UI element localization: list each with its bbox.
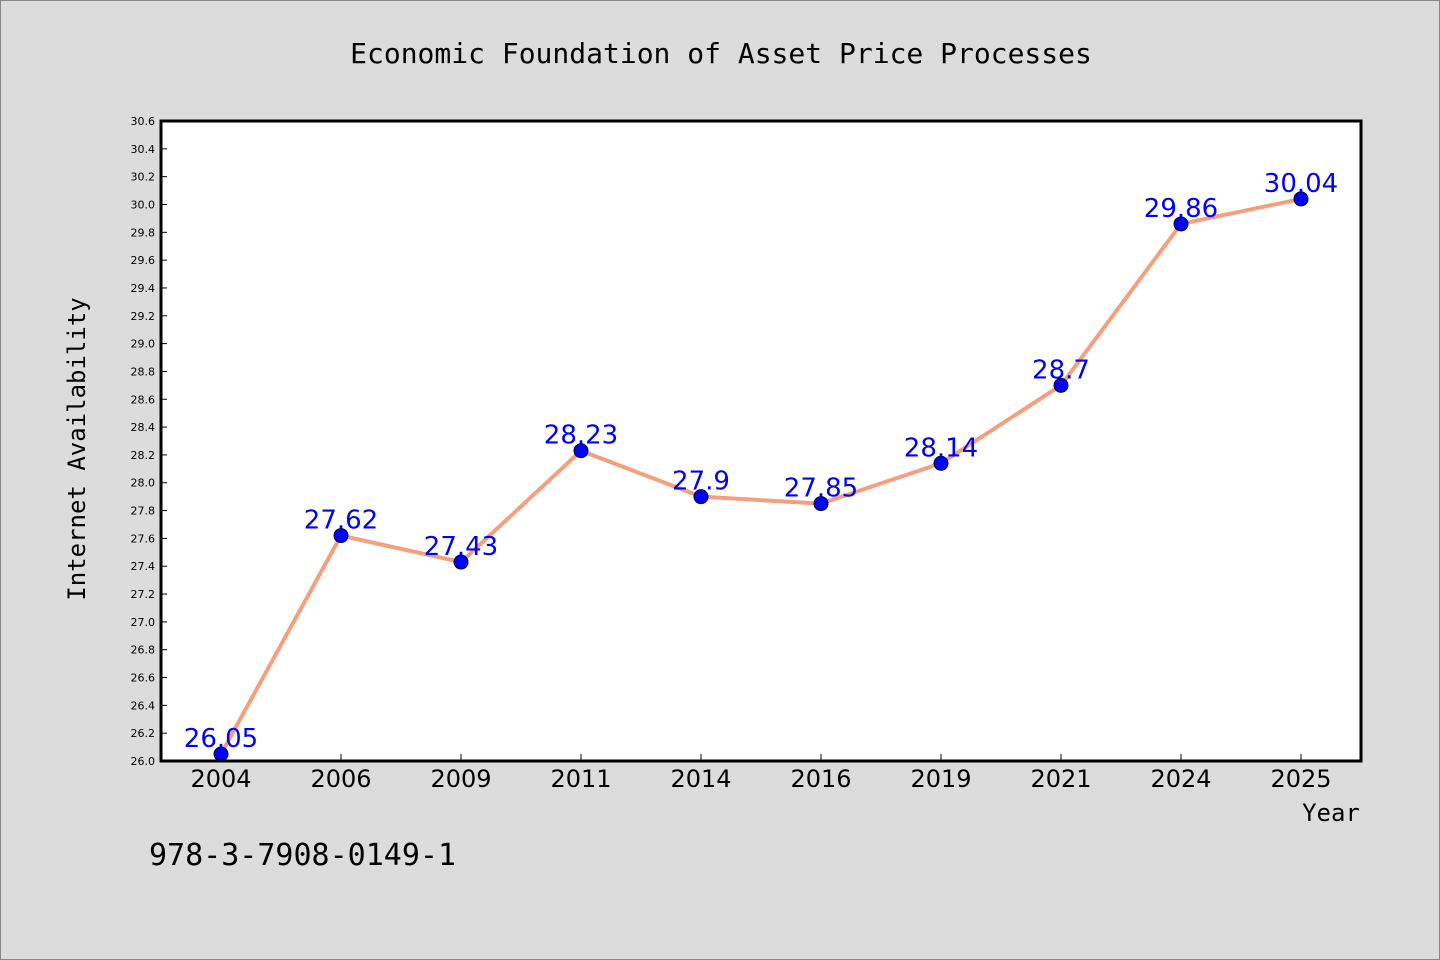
data-point-label: 27.43 xyxy=(424,532,498,562)
y-tick-label: 28.2 xyxy=(131,449,156,462)
data-point-label: 29.86 xyxy=(1144,194,1218,224)
data-point-marker xyxy=(933,455,949,471)
data-point-label: 26.05 xyxy=(184,724,258,754)
x-tick-label: 2024 xyxy=(1150,765,1211,793)
data-point-marker xyxy=(1293,191,1309,207)
data-point-label: 28.14 xyxy=(904,433,978,463)
data-point-marker xyxy=(1173,216,1189,232)
y-tick-label: 26.2 xyxy=(131,727,156,740)
x-axis-title: Year xyxy=(1302,799,1360,827)
x-tick-label: 2006 xyxy=(310,765,371,793)
y-tick-label: 30.6 xyxy=(131,115,156,128)
y-tick-label: 27.2 xyxy=(131,588,156,601)
y-tick-label: 29.0 xyxy=(131,338,156,351)
y-tick-label: 28.4 xyxy=(131,421,156,434)
y-tick-label: 26.4 xyxy=(131,699,156,712)
x-tick-label: 2014 xyxy=(670,765,731,793)
y-axis-ticks: 26.0 26.2 26.4 26.6 26.8 27.0 27.2 27.4 27.6 27.8… xyxy=(131,115,167,768)
y-tick-label: 26.8 xyxy=(131,644,156,657)
data-point-marker xyxy=(573,443,589,459)
y-tick-label: 30.0 xyxy=(131,198,156,211)
y-tick-label: 27.0 xyxy=(131,616,156,629)
data-point-label: 28.7 xyxy=(1032,355,1090,385)
x-tick-label: 2016 xyxy=(790,765,851,793)
x-tick-label: 2025 xyxy=(1270,765,1331,793)
y-tick-label: 26.0 xyxy=(131,755,156,768)
data-point-label: 27.62 xyxy=(304,506,378,536)
plot-frame xyxy=(159,119,1363,763)
y-tick-label: 29.4 xyxy=(131,282,156,295)
x-tick-label: 2019 xyxy=(910,765,971,793)
data-point-label: 30.04 xyxy=(1264,169,1338,199)
y-tick-label: 28.6 xyxy=(131,393,156,406)
plot-area xyxy=(161,121,1361,761)
data-point-marker xyxy=(333,528,349,544)
data-point-label: 27.9 xyxy=(672,467,730,497)
y-tick-label: 30.2 xyxy=(131,171,156,184)
x-tick-label: 2011 xyxy=(550,765,611,793)
x-tick-label: 2021 xyxy=(1030,765,1091,793)
y-tick-label: 28.8 xyxy=(131,365,156,378)
chart-title: Economic Foundation of Asset Price Proce… xyxy=(350,37,1092,70)
data-point-label: 28.23 xyxy=(544,421,618,451)
data-markers xyxy=(213,191,1309,762)
isbn-annotation: 978-3-7908-0149-1 xyxy=(149,838,456,873)
data-point-marker xyxy=(453,554,469,570)
y-tick-label: 29.2 xyxy=(131,310,156,323)
y-axis-title: Internet Availability xyxy=(63,297,91,600)
data-labels: 26.05 27.62 27.43 28.23 27.9 27.85 28.14 28.7 29… xyxy=(184,169,1338,754)
data-point-marker xyxy=(1053,377,1069,393)
y-tick-label: 26.6 xyxy=(131,672,156,685)
series-line xyxy=(219,196,1303,757)
x-tick-label: 2009 xyxy=(430,765,491,793)
data-point-marker xyxy=(813,496,829,512)
data-point-marker xyxy=(693,489,709,505)
x-axis-ticks: 2004 2006 2009 2011 2014 2016 2019 2021 2024 2025 xyxy=(190,754,1332,793)
y-tick-label: 29.8 xyxy=(131,226,156,239)
y-tick-label: 29.6 xyxy=(131,254,156,267)
y-tick-label: 28.0 xyxy=(131,477,156,490)
x-tick-label: 2004 xyxy=(190,765,251,793)
data-point-label: 27.85 xyxy=(784,474,858,504)
y-tick-label: 27.8 xyxy=(131,505,156,518)
y-tick-label: 27.4 xyxy=(131,560,156,573)
y-tick-label: 27.6 xyxy=(131,532,156,545)
y-tick-label: 30.4 xyxy=(131,143,156,156)
